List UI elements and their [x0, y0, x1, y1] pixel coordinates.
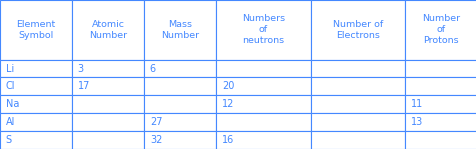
Text: 20: 20: [221, 81, 234, 91]
Bar: [310, 113, 404, 131]
Text: Atomic
Number: Atomic Number: [89, 20, 127, 40]
Bar: [72, 95, 144, 113]
Bar: [404, 113, 476, 131]
Text: 11: 11: [410, 99, 422, 109]
Bar: [216, 0, 310, 60]
Bar: [0, 131, 72, 149]
Bar: [72, 131, 144, 149]
Bar: [310, 95, 404, 113]
Text: Cl: Cl: [6, 81, 15, 91]
Text: 13: 13: [410, 117, 422, 127]
Bar: [404, 77, 476, 95]
Bar: [216, 131, 310, 149]
Bar: [144, 113, 216, 131]
Bar: [0, 95, 72, 113]
Bar: [0, 0, 72, 60]
Bar: [310, 60, 404, 77]
Text: 3: 3: [78, 63, 84, 74]
Bar: [72, 113, 144, 131]
Text: 32: 32: [149, 135, 162, 145]
Text: 27: 27: [149, 117, 162, 127]
Text: Mass
Number: Mass Number: [161, 20, 199, 40]
Bar: [0, 60, 72, 77]
Text: Numbers
of
neutrons: Numbers of neutrons: [241, 14, 284, 45]
Text: Number
of
Protons: Number of Protons: [421, 14, 459, 45]
Bar: [72, 77, 144, 95]
Bar: [0, 77, 72, 95]
Text: 12: 12: [221, 99, 234, 109]
Text: 17: 17: [78, 81, 90, 91]
Bar: [144, 77, 216, 95]
Text: Na: Na: [6, 99, 19, 109]
Bar: [216, 95, 310, 113]
Bar: [404, 0, 476, 60]
Text: S: S: [6, 135, 12, 145]
Bar: [144, 131, 216, 149]
Bar: [310, 0, 404, 60]
Text: Number of
Electrons: Number of Electrons: [332, 20, 382, 40]
Bar: [310, 131, 404, 149]
Bar: [144, 60, 216, 77]
Text: Li: Li: [6, 63, 14, 74]
Bar: [0, 113, 72, 131]
Bar: [404, 60, 476, 77]
Text: 6: 6: [149, 63, 156, 74]
Bar: [144, 95, 216, 113]
Text: 16: 16: [221, 135, 234, 145]
Text: Element
Symbol: Element Symbol: [16, 20, 56, 40]
Bar: [404, 95, 476, 113]
Bar: [72, 0, 144, 60]
Bar: [404, 131, 476, 149]
Bar: [216, 77, 310, 95]
Bar: [144, 0, 216, 60]
Bar: [216, 60, 310, 77]
Bar: [310, 77, 404, 95]
Text: Al: Al: [6, 117, 15, 127]
Bar: [216, 113, 310, 131]
Bar: [72, 60, 144, 77]
